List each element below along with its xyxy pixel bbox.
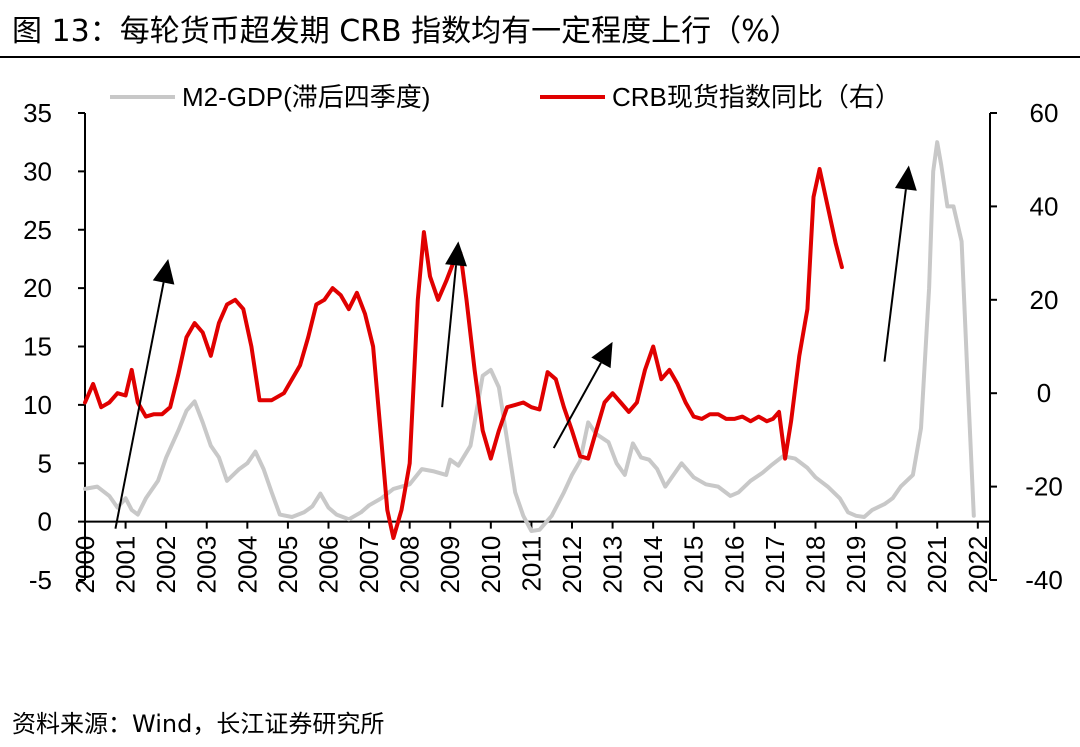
x-tick-label: 2022 — [963, 536, 993, 594]
right-tick-label: 20 — [1030, 285, 1059, 315]
source-note: 资料来源：Wind，长江证券研究所 — [12, 710, 385, 738]
legend: M2-GDP(滞后四季度) CRB现货指数同比（右） — [110, 82, 901, 112]
x-tick-label: 2013 — [598, 536, 628, 594]
left-tick-label: 5 — [38, 448, 52, 478]
x-tick-label: 2001 — [111, 536, 141, 594]
left-tick-label: 15 — [23, 332, 52, 362]
series-line-crb — [83, 167, 844, 540]
right-tick-label: 60 — [1030, 98, 1059, 128]
right-tick-label: -20 — [1025, 472, 1063, 502]
right-tick-label: 0 — [1037, 378, 1051, 408]
legend-label-crb: CRB现货指数同比（右） — [612, 82, 901, 112]
x-tick-label: 2018 — [800, 536, 830, 594]
arrow-shaft-2 — [441, 265, 458, 408]
x-tick-label: 2000 — [70, 536, 100, 594]
arrow-shaft-1 — [114, 282, 165, 529]
x-tick-label: 2014 — [638, 536, 668, 594]
x-tick-label: 2004 — [232, 536, 262, 594]
x-tick-label: 2007 — [354, 536, 384, 594]
legend-label-m2: M2-GDP(滞后四季度) — [182, 82, 430, 112]
left-tick-label: -5 — [29, 565, 52, 595]
arrow-shaft-4 — [883, 189, 907, 362]
x-tick-label: 2006 — [313, 536, 343, 594]
left-tick-label: 0 — [38, 507, 52, 537]
x-tick-label: 2019 — [841, 536, 871, 594]
arrow-head-3 — [591, 341, 613, 369]
x-tick-label: 2021 — [922, 536, 952, 594]
x-tick-label: 2015 — [679, 536, 709, 594]
axes-layer: -5 0 5 10 15 20 25 30 35 -40 -20 0 20 40 60 2000 2001 200… — [23, 98, 1063, 595]
left-tick-label: 30 — [23, 156, 52, 186]
x-tick-label: 2011 — [516, 536, 546, 592]
x-tick-label: 2016 — [719, 536, 749, 594]
x-tick-label: 2005 — [273, 536, 303, 594]
x-tick-label: 2009 — [435, 536, 465, 594]
arrow-shaft-3 — [552, 362, 602, 449]
arrow-head-4 — [894, 165, 917, 191]
x-tick-label: 2017 — [760, 536, 790, 594]
right-tick-label: 40 — [1030, 191, 1059, 221]
arrow-head-2 — [445, 241, 467, 267]
x-tick-label: 2012 — [557, 536, 587, 594]
left-tick-label: 35 — [23, 98, 52, 128]
series-line-m2-gdp — [83, 140, 976, 533]
chart-title: 图 13：每轮货币超发期 CRB 指数均有一定程度上行（%） — [12, 14, 800, 49]
left-tick-label: 10 — [23, 390, 52, 420]
series-layer — [83, 140, 976, 540]
arrow-head-1 — [152, 258, 175, 285]
x-tick-label: 2008 — [395, 536, 425, 594]
x-tick-label: 2003 — [192, 536, 222, 594]
title-divider — [0, 56, 1080, 58]
x-tick-label: 2002 — [151, 536, 181, 594]
chart-canvas: -5 0 5 10 15 20 25 30 35 -40 -20 0 20 40 60 2000 2001 200… — [23, 82, 1063, 595]
x-tick-label: 2010 — [476, 536, 506, 594]
left-tick-label: 25 — [23, 215, 52, 245]
left-tick-label: 20 — [23, 273, 52, 303]
annotation-arrows — [114, 165, 917, 529]
right-tick-label: -40 — [1025, 565, 1063, 595]
x-tick-label: 2020 — [882, 536, 912, 594]
